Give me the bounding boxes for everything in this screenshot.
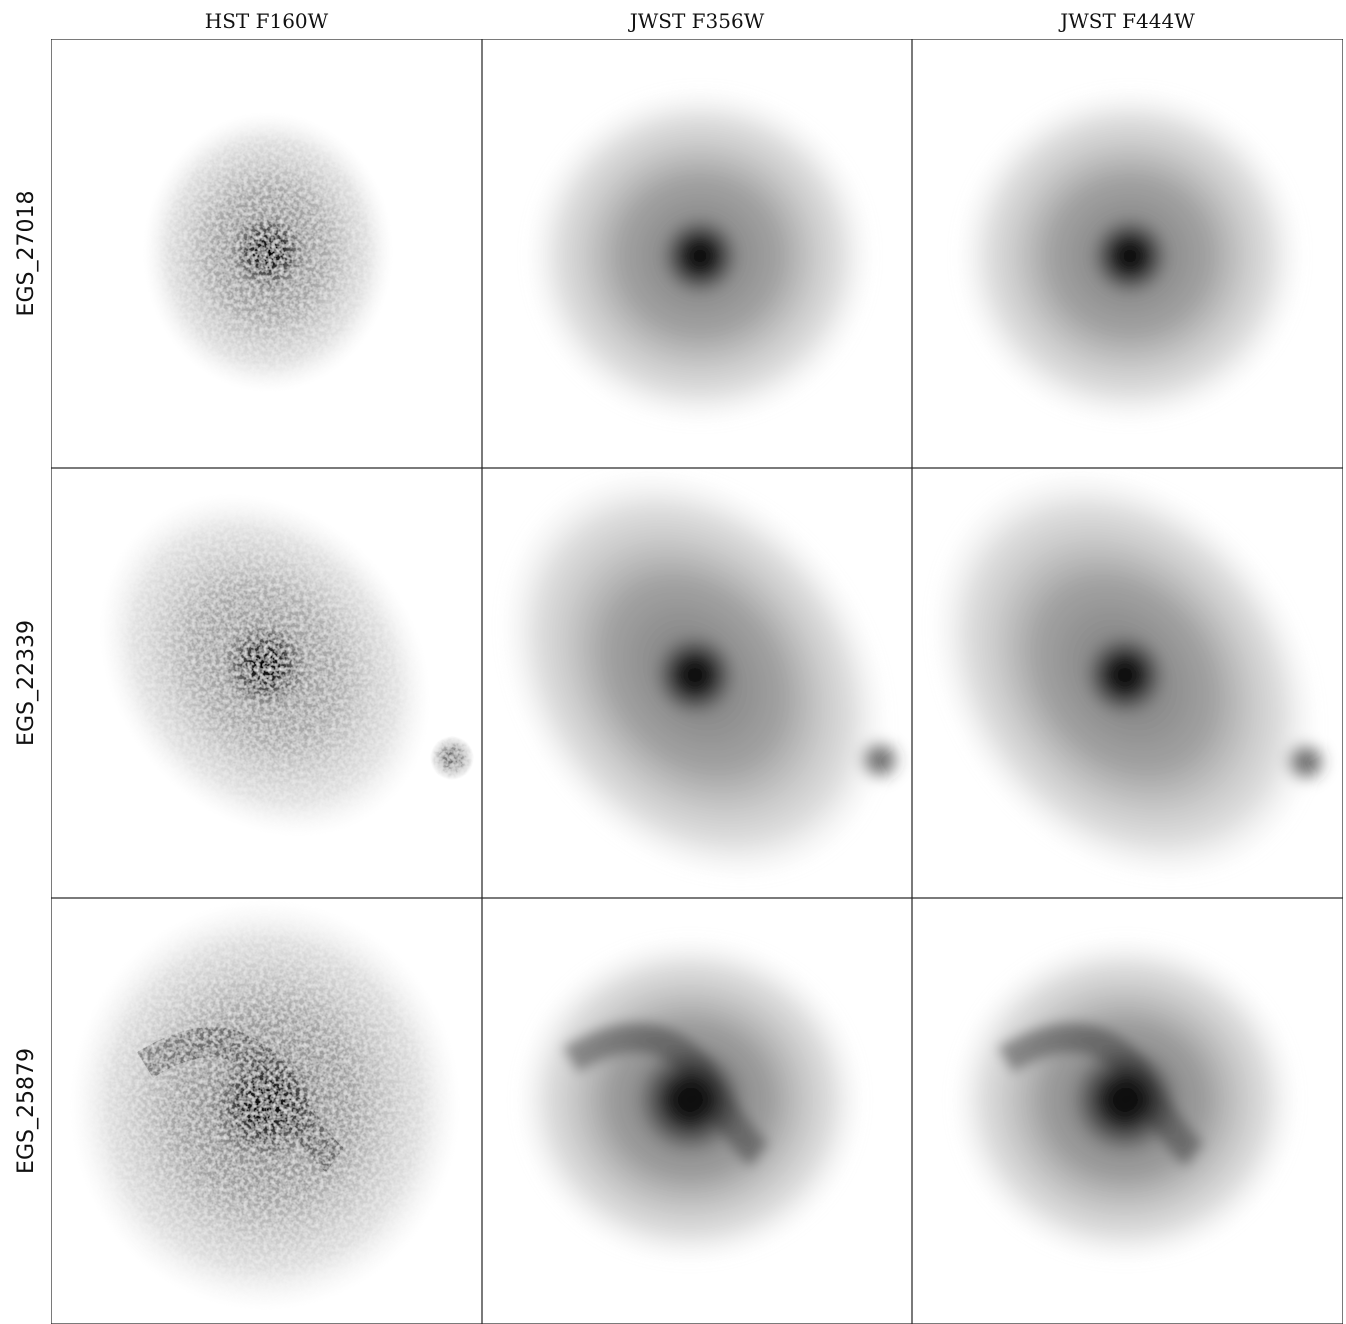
companion [1282,738,1330,786]
galaxy-core [223,623,307,707]
galaxy-core [210,1050,320,1160]
galaxy-core [660,216,740,296]
labels: HST F160W JWST F356W JWST F444W EGS_27018 EG… [14,9,1195,1174]
panels [51,39,1343,1324]
galaxy-core [635,1045,745,1155]
galaxy-core [653,633,737,717]
column-title: JWST F444W [1058,9,1195,33]
galaxy [143,112,393,392]
galaxy [955,86,1305,426]
column-title: JWST F356W [628,9,765,33]
galaxy-core [230,214,306,290]
companion [430,736,474,780]
galaxy-core [1070,1045,1180,1155]
row-label: EGS_27018 [14,191,39,317]
row-label: EGS_22339 [14,620,39,746]
galaxy-panel [482,39,912,468]
galaxy [525,86,875,426]
galaxy-panel [51,468,482,898]
galaxy-panel [482,898,912,1324]
galaxy-core [1090,216,1170,296]
galaxy [929,468,1330,883]
galaxy-panel [482,468,912,898]
galaxy [515,935,865,1265]
companion [856,736,904,784]
galaxy [70,900,460,1310]
galaxy [99,493,474,837]
column-title: HST F160W [205,9,329,33]
galaxy-panel [51,39,482,468]
galaxy-panel [51,898,482,1324]
galaxy-core [1083,633,1167,717]
galaxy-panel [912,468,1343,898]
galaxy [950,935,1300,1265]
galaxy-panel [912,39,1343,468]
galaxy [499,468,904,883]
row-label: EGS_25879 [14,1048,39,1174]
galaxy-panel [912,898,1343,1324]
